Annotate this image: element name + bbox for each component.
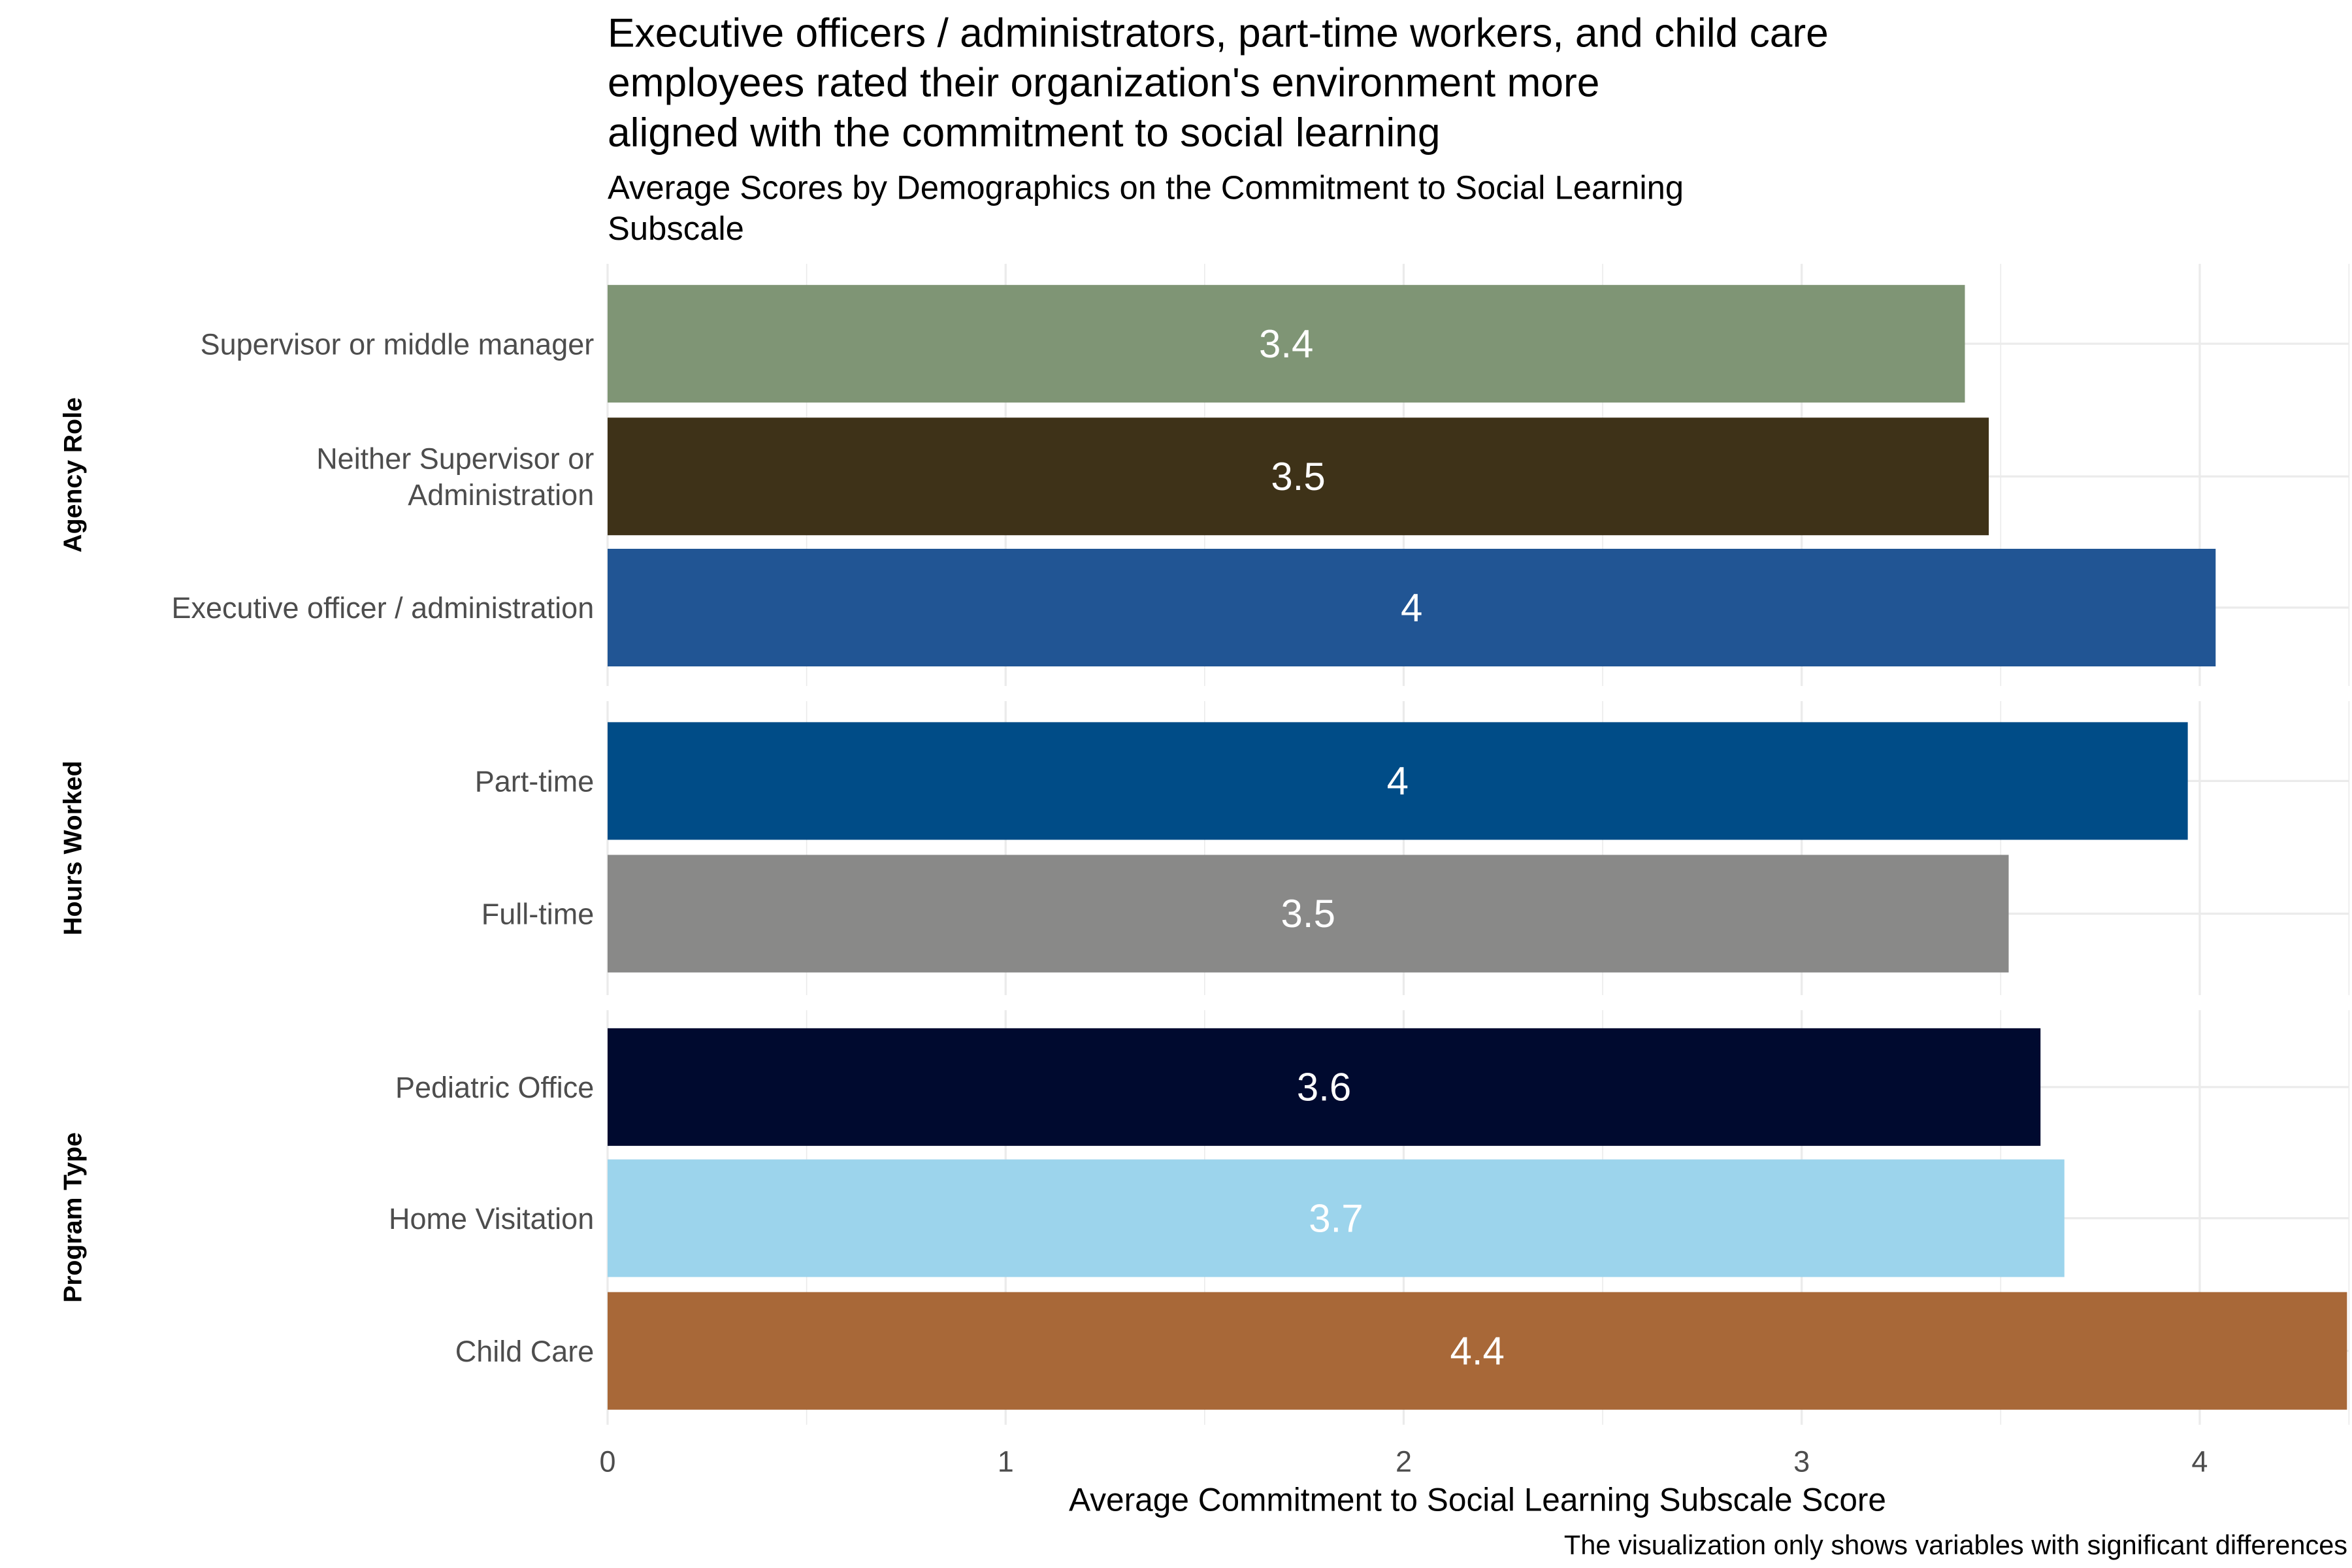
category-label: Pediatric Office (395, 1071, 594, 1104)
category-label: Home Visitation (389, 1202, 594, 1235)
bar (607, 285, 1965, 403)
bar (607, 722, 2188, 840)
bar (607, 1028, 2041, 1146)
bar-value-label: 4 (1401, 586, 1422, 630)
category-label: Executive officer / administration (171, 591, 594, 625)
bar (607, 1292, 2347, 1410)
chart-title: Executive officers / administrators, par… (607, 10, 1829, 155)
chart-subtitle: Average Scores by Demographics on the Co… (607, 169, 1684, 248)
facet-label: Hours Worked (59, 760, 88, 935)
bar-value-label: 3.4 (1259, 322, 1313, 366)
bar-value-label: 4 (1387, 759, 1409, 803)
facet-label: Program Type (59, 1132, 88, 1303)
bar-value-label: 3.5 (1271, 455, 1325, 498)
x-tick-label: 1 (998, 1445, 1014, 1478)
category-label: Full-time (482, 898, 594, 931)
bar-value-label: 3.7 (1309, 1196, 1363, 1240)
x-tick-label: 3 (1793, 1445, 1810, 1478)
x-tick-label: 4 (2191, 1445, 2208, 1478)
category-label: Administration (408, 478, 594, 512)
bar (607, 1159, 2065, 1277)
x-tick-label: 0 (599, 1445, 615, 1478)
category-label: Part-time (475, 765, 594, 798)
bar-value-label: 3.6 (1297, 1066, 1351, 1109)
x-tick-label: 2 (1396, 1445, 1412, 1478)
facet-label: Agency Role (59, 397, 88, 553)
bar-value-label: 4.4 (1450, 1329, 1504, 1373)
caption: The visualization only shows variables w… (1564, 1529, 2347, 1560)
category-label: Neither Supervisor or (316, 442, 594, 476)
category-label: Supervisor or middle manager (201, 327, 595, 361)
x-axis-title: Average Commitment to Social Learning Su… (1069, 1481, 1886, 1518)
bar (607, 855, 2009, 973)
category-label: Child Care (455, 1335, 595, 1368)
bar-value-label: 3.5 (1281, 892, 1335, 936)
bar (607, 548, 2216, 666)
bar (607, 417, 1989, 536)
